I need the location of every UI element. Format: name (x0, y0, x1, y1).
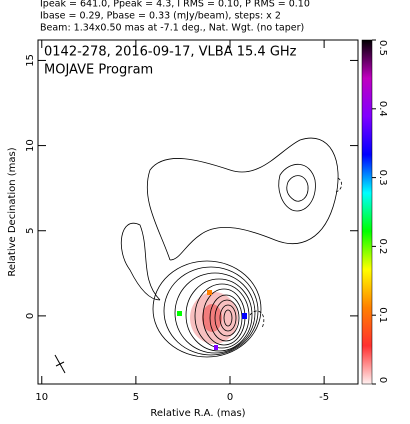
y-tick-label: 5 (25, 228, 36, 234)
y-tick-label: 0 (25, 313, 36, 319)
x-tick-label: 0 (227, 392, 233, 403)
header-line: Ibase = 0.29, Pbase = 0.33 (mJy/beam), s… (40, 11, 281, 22)
colorbar-tick-label: 0.1 (377, 307, 388, 323)
x-tick-label: -5 (319, 392, 329, 403)
x-tick-label: 5 (133, 392, 139, 403)
colorbar-tick-label: 0 (377, 377, 388, 383)
y-axis-label: Relative Decination (mas) (7, 147, 18, 276)
x-tick-label: 10 (35, 392, 48, 403)
colorbar-tick-label: 0.5 (377, 40, 388, 56)
colorbar (361, 39, 373, 385)
annotation: MOJAVE Program (44, 63, 153, 78)
x-axis-label: Relative R.A. (mas) (150, 408, 245, 419)
colorbar-tick-label: 0.2 (377, 238, 388, 254)
header-line: Beam: 1.34x0.50 mas at -7.1 deg., Nat. W… (40, 23, 304, 34)
colorbar-tick-label: 0.3 (377, 170, 388, 186)
colorbar-tick-label: 0.4 (377, 101, 388, 117)
contours (54, 137, 342, 374)
annotation: 0142-278, 2016-09-17, VLBA 15.4 GHz (44, 45, 297, 60)
y-tick-label: 15 (25, 54, 36, 67)
header-line: Ipeak = 641.0, Ppeak = 4.3, I RMS = 0.10… (40, 0, 310, 10)
y-tick-label: 10 (25, 139, 36, 152)
